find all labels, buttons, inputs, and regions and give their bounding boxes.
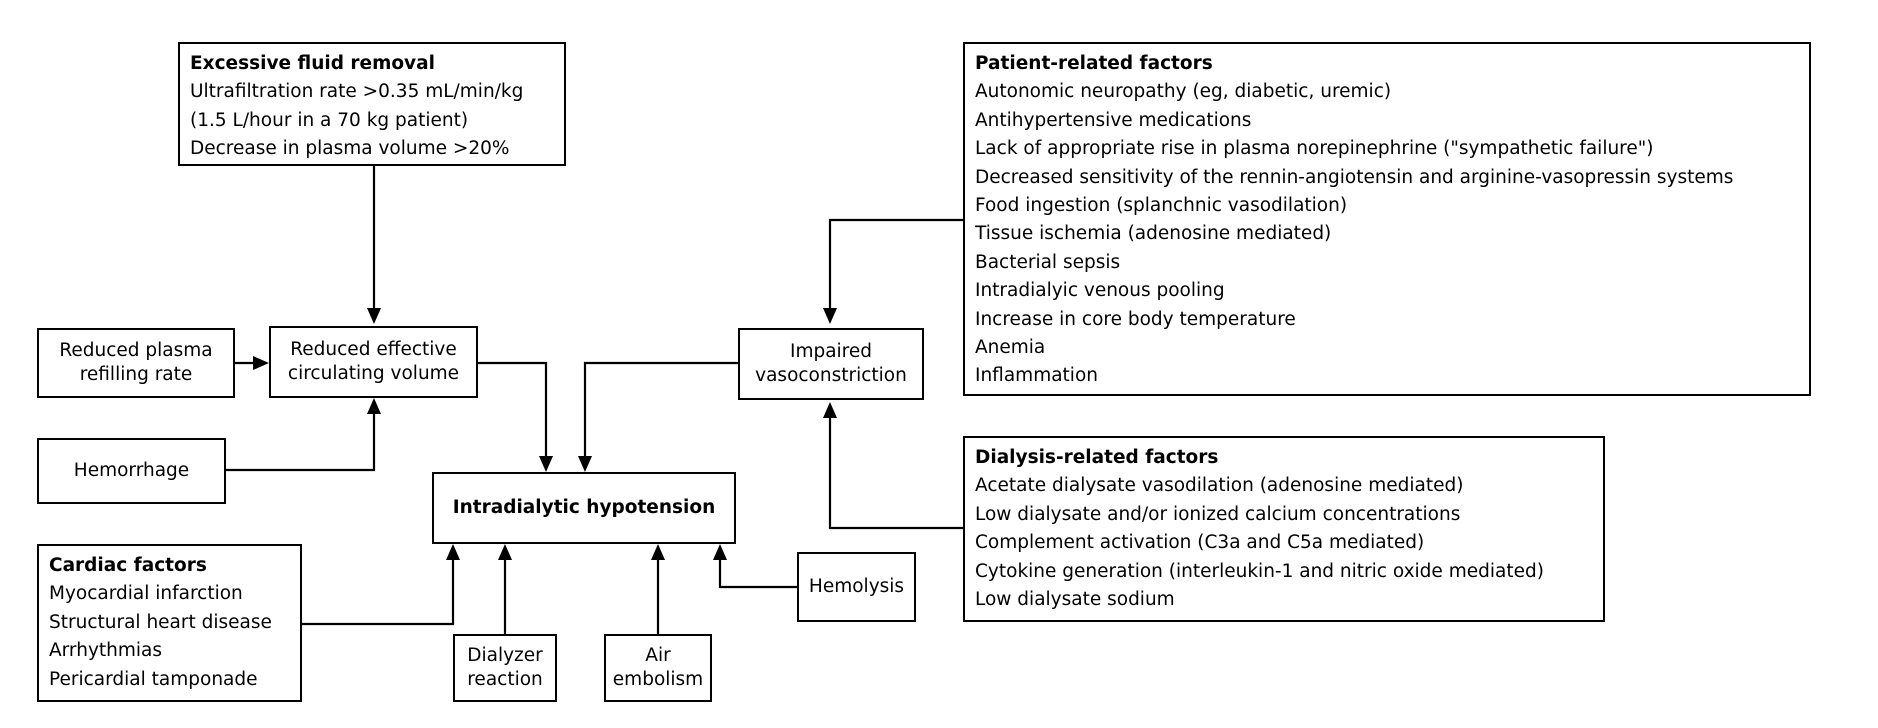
patient-factor-item: Anemia: [975, 337, 1046, 359]
dialysis-factor-item: Low dialysate sodium: [975, 589, 1175, 611]
patient-factor-item: Lack of appropriate rise in plasma norep…: [975, 138, 1654, 160]
connector-patient-to-vaso: [828, 218, 966, 308]
connector-volume-to-hypotension: [478, 361, 548, 456]
cardiac-factor-item: Arrhythmias: [49, 640, 163, 662]
air-embolism-box: Air embolism: [604, 634, 712, 702]
dialysis-related-factors-box: Dialysis-related factors Acetate dialysa…: [963, 436, 1605, 622]
patient-factor-item: Intradialyic venous pooling: [975, 280, 1225, 302]
arrowhead: [823, 402, 837, 418]
arrowhead: [498, 544, 512, 560]
intradialytic-hypotension-box: Intradialytic hypotension: [432, 472, 736, 544]
intradialytic-hypotension-label: Intradialytic hypotension: [452, 497, 716, 518]
impaired-vaso-line1: Impaired: [789, 341, 873, 362]
dialyzer-reaction-box: Dialyzer reaction: [453, 634, 557, 702]
dialysis-factors-title: Dialysis-related factors: [975, 447, 1219, 468]
reduced-volume-line1: Reduced effective: [290, 339, 457, 360]
excessive-fluid-item: Ultrafiltration rate >0.35 mL/min/kg: [190, 81, 524, 103]
cardiac-factor-item: Structural heart disease: [49, 611, 272, 633]
patient-related-factors-box: Patient-related factors Autonomic neurop…: [963, 42, 1811, 396]
dialyzer-reaction-line2: reaction: [467, 669, 543, 690]
patient-factor-item: Tissue ischemia (adenosine mediated): [975, 223, 1332, 245]
arrowhead: [367, 398, 381, 414]
arrowhead: [253, 356, 269, 370]
dialysis-factor-item: Complement activation (C3a and C5a media…: [975, 532, 1425, 554]
dialysis-factor-item: Low dialysate and/or ionized calcium con…: [975, 503, 1461, 525]
impaired-vasoconstriction-box: Impaired vasoconstriction: [738, 328, 924, 400]
patient-factor-item: Bacterial sepsis: [975, 251, 1121, 273]
reduced-refilling-line1: Reduced plasma: [59, 340, 213, 361]
hemorrhage-label: Hemorrhage: [73, 460, 190, 481]
impaired-vaso-line2: vasoconstriction: [755, 365, 907, 386]
connector-dialysis-to-vaso: [828, 418, 963, 530]
reduced-plasma-refilling-box: Reduced plasma refilling rate: [37, 328, 235, 398]
dialysis-factor-item: Acetate dialysate vasodilation (adenosin…: [975, 475, 1464, 497]
arrowhead: [539, 456, 553, 472]
patient-factor-item: Antihypertensive medications: [975, 109, 1252, 131]
arrowhead: [713, 544, 727, 560]
patient-factor-item: Food ingestion (splanchnic vasodilation): [975, 195, 1348, 217]
air-embolism-line1: Air: [645, 645, 671, 666]
reduced-volume-line2: circulating volume: [287, 363, 460, 384]
dialysis-factor-item: Cytokine generation (interleukin-1 and n…: [975, 560, 1544, 582]
hemolysis-label: Hemolysis: [808, 576, 905, 597]
connector-hemolysis-to-hypotension: [718, 560, 797, 589]
patient-factor-item: Autonomic neuropathy (eg, diabetic, urem…: [975, 81, 1392, 103]
excessive-fluid-item: Decrease in plasma volume >20%: [190, 138, 510, 160]
arrowhead: [367, 308, 381, 324]
cardiac-factors-title: Cardiac factors: [49, 555, 207, 576]
hemorrhage-box: Hemorrhage: [37, 438, 226, 504]
patient-factor-item: Inflammation: [975, 365, 1098, 387]
arrowhead: [578, 456, 592, 472]
cardiac-factor-item: Myocardial infarction: [49, 583, 243, 605]
excessive-fluid-removal-title: Excessive fluid removal: [190, 53, 435, 74]
excessive-fluid-item: (1.5 L/hour in a 70 kg patient): [190, 109, 469, 131]
connector-hemorrhage-to-volume: [226, 414, 376, 472]
arrowhead: [823, 308, 837, 324]
arrowhead: [446, 544, 460, 560]
reduced-circulating-volume-box: Reduced effective circulating volume: [269, 326, 478, 398]
connector-cardiac-to-hypotension: [302, 560, 455, 626]
patient-factor-item: Increase in core body temperature: [975, 308, 1296, 330]
hemolysis-box: Hemolysis: [797, 552, 916, 622]
air-embolism-line2: embolism: [612, 669, 704, 690]
cardiac-factors-box: Cardiac factors Myocardial infarction St…: [37, 544, 302, 702]
reduced-refilling-line2: refilling rate: [79, 364, 193, 385]
arrowhead: [651, 544, 665, 560]
connector-vaso-to-hypotension: [583, 361, 738, 456]
patient-factors-title: Patient-related factors: [975, 53, 1213, 74]
excessive-fluid-removal-box: Excessive fluid removal Ultrafiltration …: [178, 42, 566, 166]
dialyzer-reaction-line1: Dialyzer: [467, 645, 543, 666]
patient-factor-item: Decreased sensitivity of the rennin-angi…: [975, 166, 1734, 188]
cardiac-factor-item: Pericardial tamponade: [49, 668, 258, 690]
